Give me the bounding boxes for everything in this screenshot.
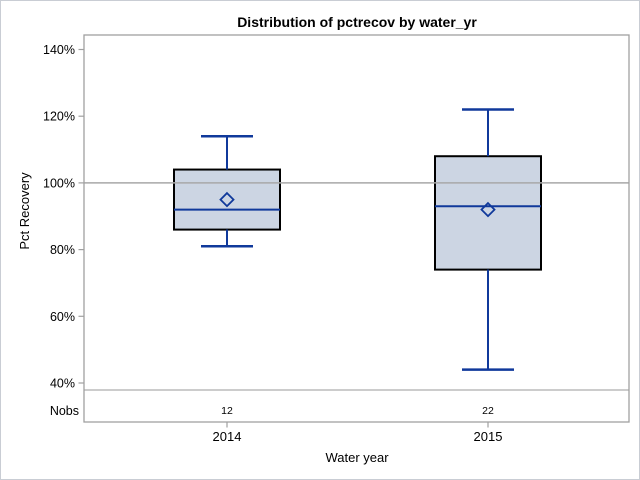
box-2014	[173, 168, 281, 231]
y-tick-label-80: 80%	[50, 243, 75, 257]
y-tick-label-60: 60%	[50, 310, 75, 324]
x-axis-title: Water year	[325, 450, 389, 465]
nobs-value-2014: 12	[221, 405, 233, 417]
plot-frame	[83, 34, 630, 423]
mean-diamond-2014	[219, 191, 235, 208]
y-tick-label-120: 120%	[43, 110, 75, 124]
chart-title: Distribution of pctrecov by water_yr	[237, 14, 477, 30]
nobs-value-2015: 22	[482, 405, 494, 417]
x-tick-label-2014: 2014	[213, 429, 242, 444]
y-tick-label-100: 100%	[43, 176, 75, 190]
nobs-row-label: Nobs	[49, 404, 79, 418]
mean-diamond-2015	[480, 201, 496, 218]
box-2015	[434, 155, 542, 271]
y-tick-label-40: 40%	[50, 377, 75, 391]
y-tick-label-140: 140%	[43, 43, 75, 57]
x-tick-label-2015: 2015	[474, 429, 503, 444]
